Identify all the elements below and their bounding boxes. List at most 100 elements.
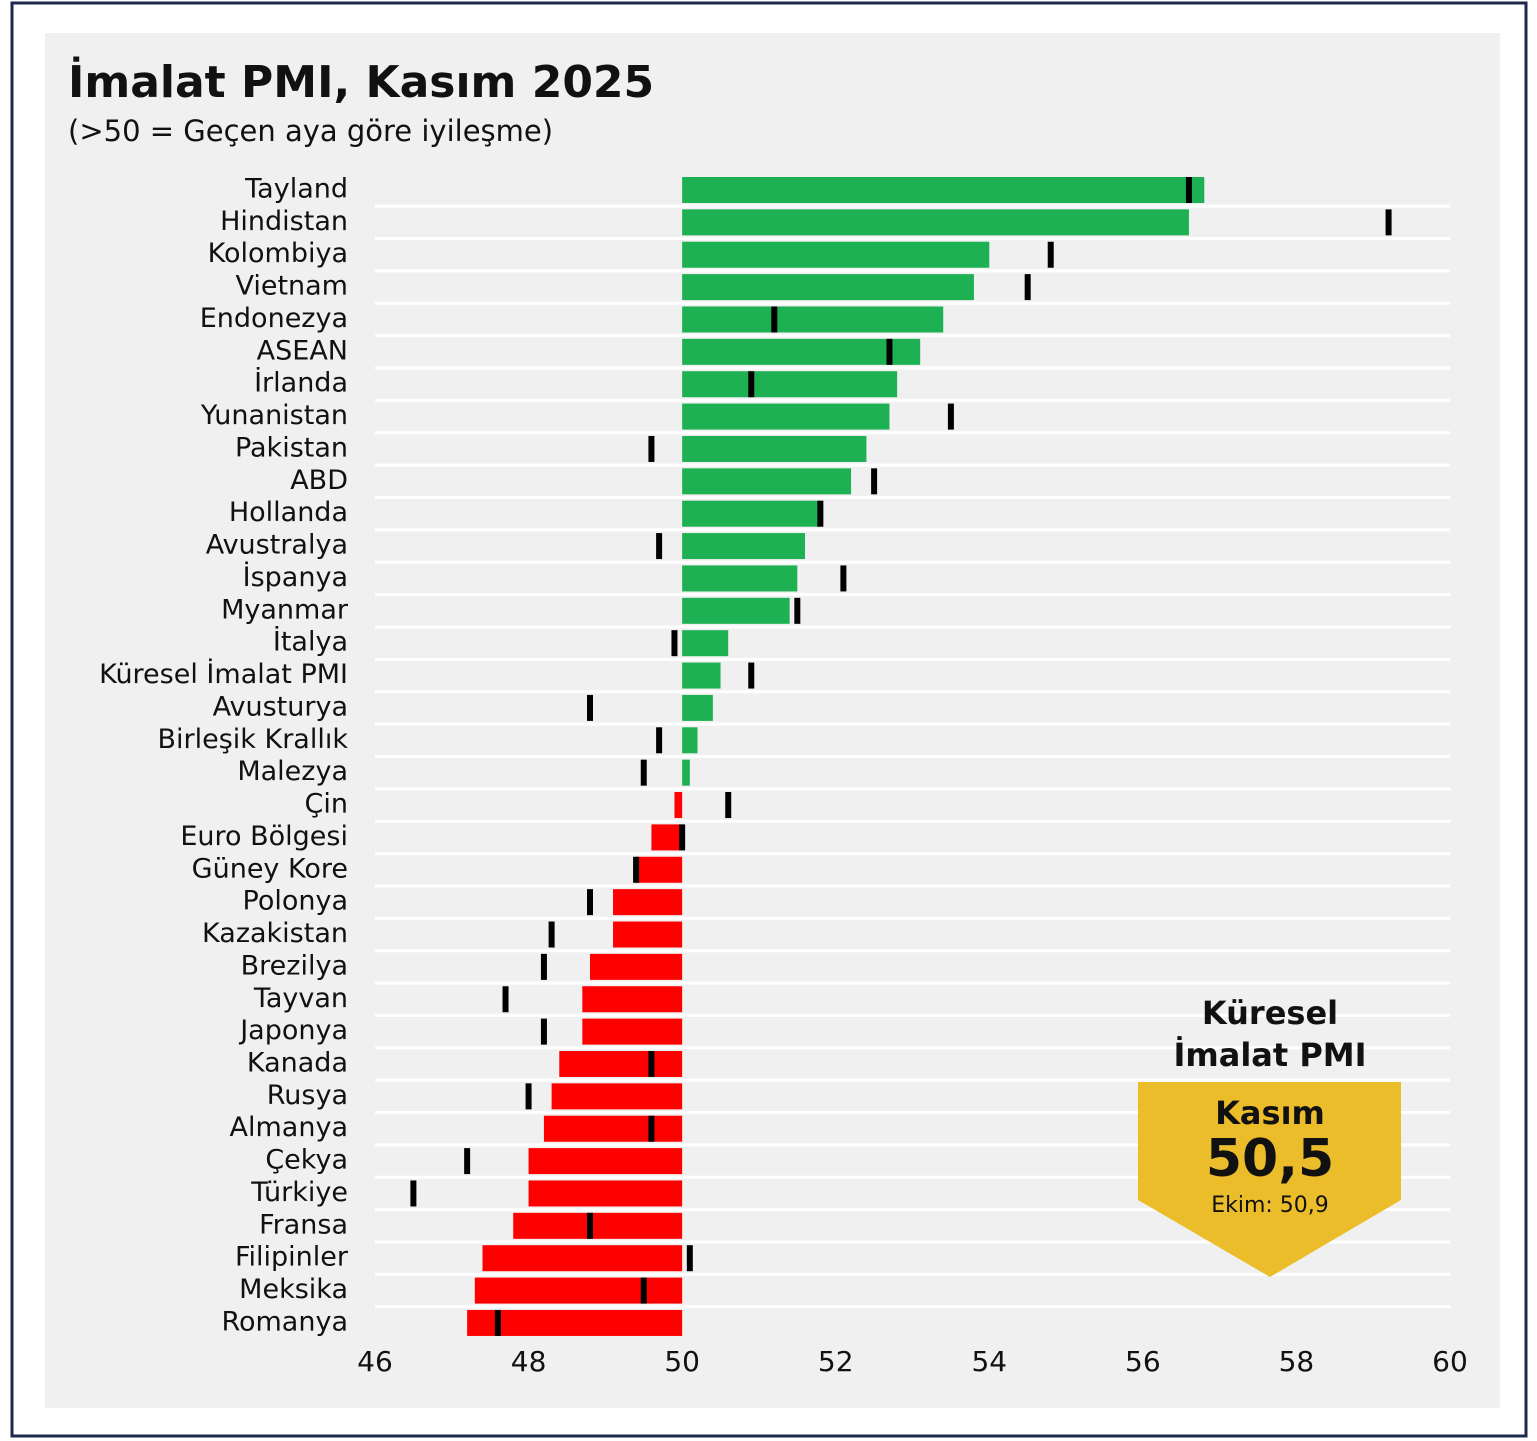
- category-label: Kanada: [247, 1047, 348, 1078]
- bar: [559, 1050, 683, 1077]
- previous-marker: [540, 1018, 547, 1045]
- bar: [682, 435, 867, 462]
- bar: [682, 597, 790, 624]
- category-label: Hollanda: [229, 497, 348, 528]
- bar: [528, 1180, 683, 1207]
- previous-marker: [502, 986, 509, 1013]
- category-label: Polonya: [243, 886, 349, 917]
- bar: [482, 1245, 683, 1272]
- bar: [467, 1309, 683, 1336]
- bar: [528, 1148, 683, 1175]
- previous-marker: [817, 500, 824, 527]
- bar: [636, 856, 683, 883]
- bar: [682, 468, 852, 495]
- category-label: Kolombiya: [208, 238, 348, 269]
- previous-marker: [771, 306, 778, 333]
- previous-marker: [410, 1180, 417, 1207]
- bar: [682, 371, 898, 398]
- bar: [682, 338, 921, 365]
- bar: [682, 727, 698, 754]
- callout-label: Kasım: [1215, 1094, 1325, 1132]
- category-label: Endonezya: [200, 303, 348, 334]
- category-label: Çin: [305, 789, 348, 820]
- category-label: Birleşik Krallık: [157, 724, 348, 755]
- category-label: İspanya: [243, 561, 348, 593]
- previous-marker: [1385, 209, 1392, 236]
- category-label: ASEAN: [257, 335, 348, 366]
- x-tick-label: 60: [1432, 1345, 1468, 1378]
- category-label: Japonya: [238, 1015, 348, 1046]
- category-label: Meksika: [239, 1274, 348, 1305]
- category-label: Avusturya: [213, 691, 348, 722]
- x-tick-label: 46: [357, 1345, 393, 1378]
- previous-marker: [494, 1309, 501, 1336]
- previous-marker: [525, 1083, 532, 1110]
- category-label: Avustralya: [206, 530, 348, 561]
- bar: [682, 306, 944, 333]
- callout-heading: İmalat PMI: [1173, 1036, 1366, 1074]
- bar: [682, 759, 690, 786]
- category-label: Tayland: [244, 174, 348, 205]
- previous-marker: [947, 403, 954, 430]
- callout-badge: [1138, 1082, 1401, 1277]
- x-tick-label: 50: [664, 1345, 700, 1378]
- bar: [682, 662, 721, 689]
- bar: [543, 1115, 683, 1142]
- previous-marker: [671, 630, 678, 657]
- previous-marker: [871, 468, 878, 495]
- category-label: Romanya: [221, 1306, 348, 1337]
- previous-marker: [886, 338, 893, 365]
- bar: [582, 1018, 683, 1045]
- callout-previous: Ekim: 50,9: [1211, 1193, 1329, 1218]
- category-label: Vietnam: [235, 271, 348, 302]
- previous-marker: [748, 662, 755, 689]
- bar: [682, 403, 890, 430]
- chart-title: İmalat PMI, Kasım 2025: [68, 55, 654, 108]
- bar: [682, 209, 1189, 236]
- previous-marker: [1047, 241, 1054, 268]
- previous-marker: [648, 1050, 655, 1077]
- previous-marker: [794, 597, 801, 624]
- bar: [513, 1212, 683, 1239]
- bar: [590, 953, 683, 980]
- category-label: Türkiye: [250, 1177, 348, 1208]
- category-label: Euro Bölgesi: [180, 821, 348, 852]
- category-label: Çekya: [265, 1145, 348, 1176]
- callout-heading: Küresel: [1202, 994, 1338, 1032]
- category-label: Kazakistan: [202, 918, 348, 949]
- previous-marker: [1185, 177, 1192, 203]
- previous-marker: [1024, 274, 1031, 301]
- previous-marker: [840, 565, 847, 592]
- bar: [682, 533, 805, 560]
- bar: [613, 921, 683, 948]
- previous-marker: [587, 694, 593, 721]
- category-label: Güney Kore: [192, 853, 348, 884]
- category-label: İtalya: [273, 626, 348, 658]
- x-tick-label: 52: [818, 1345, 854, 1378]
- previous-marker: [725, 792, 732, 819]
- bar: [474, 1277, 683, 1304]
- category-label: Yunanistan: [200, 400, 348, 431]
- callout-value: 50,5: [1206, 1129, 1334, 1189]
- category-label: İrlanda: [254, 367, 348, 399]
- previous-marker: [648, 435, 655, 462]
- previous-marker: [640, 1277, 647, 1304]
- category-label: Filipinler: [235, 1242, 349, 1273]
- previous-marker: [656, 727, 663, 754]
- x-tick-label: 58: [1279, 1345, 1315, 1378]
- previous-marker: [640, 759, 647, 786]
- previous-marker: [540, 953, 547, 980]
- bar: [651, 824, 683, 851]
- previous-marker: [748, 371, 755, 398]
- previous-marker: [633, 856, 640, 883]
- category-label: Pakistan: [235, 432, 348, 463]
- previous-marker: [587, 889, 593, 916]
- category-label: Hindistan: [220, 206, 348, 237]
- previous-marker: [656, 533, 663, 560]
- category-label: Almanya: [230, 1112, 348, 1143]
- category-label: Tayvan: [253, 983, 348, 1014]
- bar: [674, 792, 683, 819]
- bar: [682, 241, 990, 268]
- category-label: Küresel İmalat PMI: [99, 658, 348, 690]
